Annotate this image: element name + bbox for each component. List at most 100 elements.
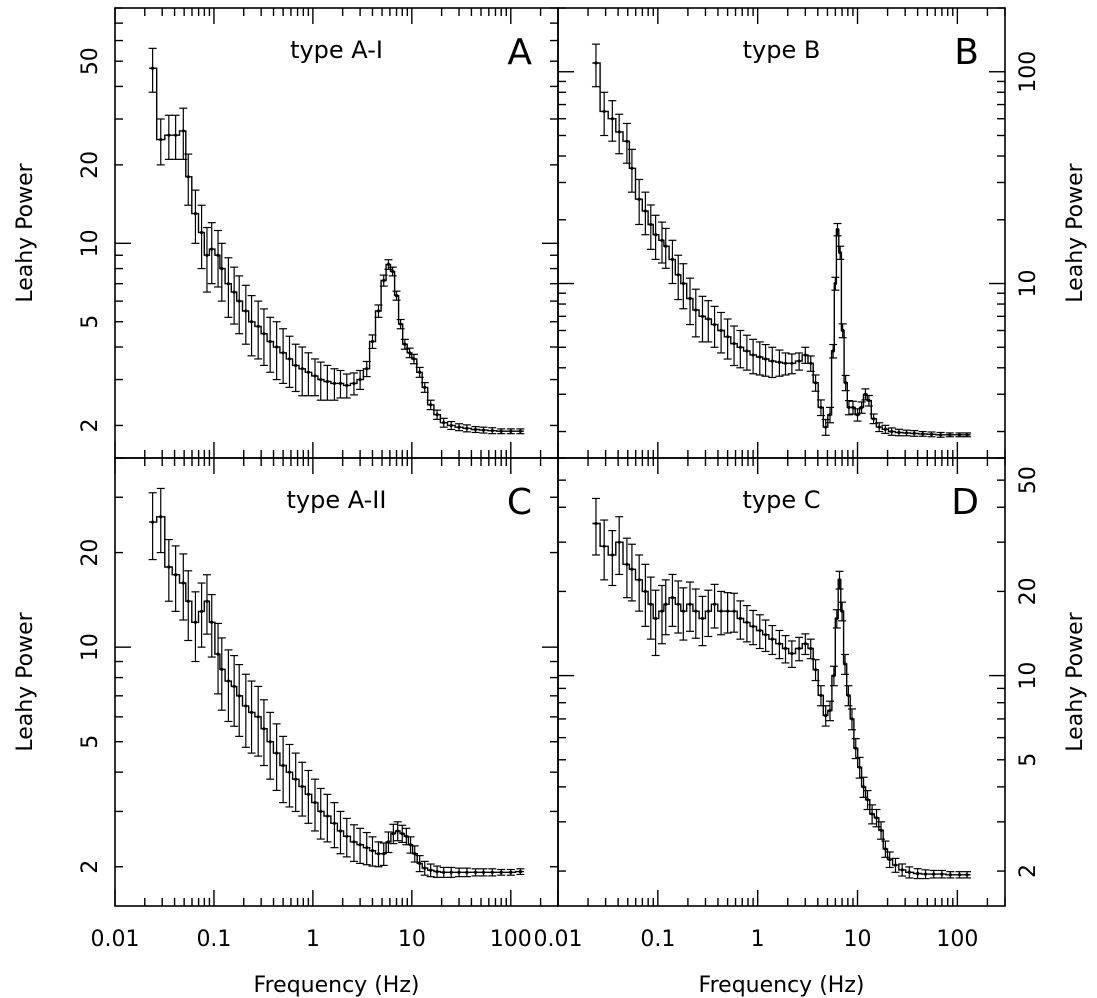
panel-b-data-point <box>855 413 860 417</box>
panel-b-data-point <box>594 61 598 65</box>
panel-c-data-point <box>210 620 214 624</box>
panel-c-frame <box>114 457 559 907</box>
panel-c-series-line <box>149 516 524 873</box>
panel-a-title: type A-I <box>290 36 383 64</box>
panel-d-data-point <box>843 662 847 666</box>
panel-d <box>557 457 1006 907</box>
panel-d-data-point <box>957 873 962 877</box>
panel-b-data-point <box>783 361 788 365</box>
panel-a-data-point <box>216 253 220 257</box>
panel-a-y-tick-label: 50 <box>78 47 103 75</box>
panel-d-data-point <box>676 602 680 606</box>
panel-b-data-point <box>860 405 864 410</box>
panel-d-data-point <box>840 609 844 613</box>
panel-c-y-tick-label: 2 <box>78 860 103 874</box>
panel-a <box>114 7 559 459</box>
panel-c-data-point <box>345 834 349 838</box>
panel-b <box>557 7 1006 459</box>
panel-a-data-point <box>281 351 285 355</box>
panel-d-data-point <box>865 798 870 802</box>
panel-c-data-point <box>193 620 198 624</box>
panel-b-title: type B <box>743 36 821 64</box>
panel-b-data-point <box>700 314 705 318</box>
panel-a-data-point <box>199 230 204 235</box>
panel-c-y-tick-label: 5 <box>78 735 103 749</box>
panel-a-data-point <box>193 212 198 216</box>
panel-b-data-point <box>797 359 801 363</box>
panel-a-data-point <box>376 309 381 313</box>
panel-d-data-point <box>940 872 944 876</box>
panel-b-data-point <box>828 413 832 417</box>
panel-d-data-point <box>893 863 898 867</box>
panel-c-data-point <box>167 565 171 569</box>
panel-b-data-point <box>965 433 969 437</box>
panel-b-data-point <box>726 335 730 339</box>
panel-a-data-point <box>249 320 254 324</box>
panel-c-data-point <box>237 694 241 698</box>
panel-b-data-point <box>751 353 755 357</box>
panel-d-data-point <box>688 602 692 606</box>
panel-a-y-tick-label: 5 <box>78 315 103 329</box>
panel-a-data-point <box>352 381 356 385</box>
panel-c-data-point <box>338 829 343 833</box>
panel-b-data-point <box>617 130 621 134</box>
panel-d-data-point <box>900 868 904 872</box>
panel-b-data-point <box>883 427 887 431</box>
panel-b-data-point <box>912 431 916 435</box>
panel-d-data-point <box>932 872 936 876</box>
panel-d-data-point <box>630 567 634 571</box>
panel-d-data-point <box>819 693 823 697</box>
panel-d-data-point <box>965 873 969 877</box>
panel-d-data-point <box>625 562 629 566</box>
panel-c-data-point <box>268 740 272 744</box>
panel-d-data-point <box>706 609 710 613</box>
panel-d-data-point <box>907 870 911 874</box>
panel-d-data-point <box>837 578 842 582</box>
panel-c-data-point <box>256 715 260 719</box>
panel-c-data-point <box>413 852 417 856</box>
panel-c-data-point <box>370 849 375 853</box>
panel-b-data-point <box>637 197 641 201</box>
panel-d-y-tick-label: 2 <box>1016 864 1041 878</box>
panel-b-data-point <box>660 238 664 242</box>
panel-c-data-point <box>386 840 391 844</box>
panel-b-data-point <box>824 425 828 429</box>
panel-a-frame <box>114 7 559 459</box>
panel-a-data-point <box>262 332 266 336</box>
panel-d-data-point <box>732 609 736 613</box>
panel-d-frame <box>557 457 1006 907</box>
panel-d-data-point <box>763 633 768 637</box>
panel-d-data-point <box>594 521 598 526</box>
panel-d-data-point <box>617 540 621 544</box>
panel-a-letter: A <box>507 32 532 73</box>
panel-a-data-point <box>481 428 486 432</box>
panel-d-data-point <box>870 812 874 816</box>
panel-b-data-point <box>777 360 781 364</box>
panel-d-data-point <box>874 816 879 820</box>
panel-d-data-point <box>858 765 862 769</box>
x-tick-label: 0.1 <box>196 927 231 952</box>
panel-d-data-point <box>948 873 952 877</box>
panel-c-data-point <box>473 870 478 874</box>
panel-a-data-point <box>429 403 433 407</box>
panel-a-data-point <box>226 282 231 286</box>
panel-b-letter: B <box>954 32 979 73</box>
panel-b-data-point <box>929 432 934 436</box>
panel-c-data-point <box>435 870 439 874</box>
panel-a-data-point <box>399 322 403 326</box>
panel-c-data-point <box>499 870 503 874</box>
panel-c-data-point <box>465 870 469 874</box>
x-tick-label: 0.01 <box>91 927 140 952</box>
panel-d-series-line <box>592 522 971 876</box>
panel-c-data-point <box>481 870 486 874</box>
panel-b-data-point <box>819 405 823 410</box>
panel-b-data-point <box>738 345 742 349</box>
x-tick-label: 1 <box>751 927 765 952</box>
y-axis-label: Leahy Power <box>1063 611 1088 751</box>
panel-a-data-point <box>159 138 163 142</box>
panel-b-data-point <box>745 349 749 353</box>
panel-b-data-point <box>763 357 768 361</box>
panel-a-data-point <box>442 421 446 425</box>
panel-b-data-point <box>688 296 692 301</box>
panel-d-data-point <box>751 624 755 628</box>
